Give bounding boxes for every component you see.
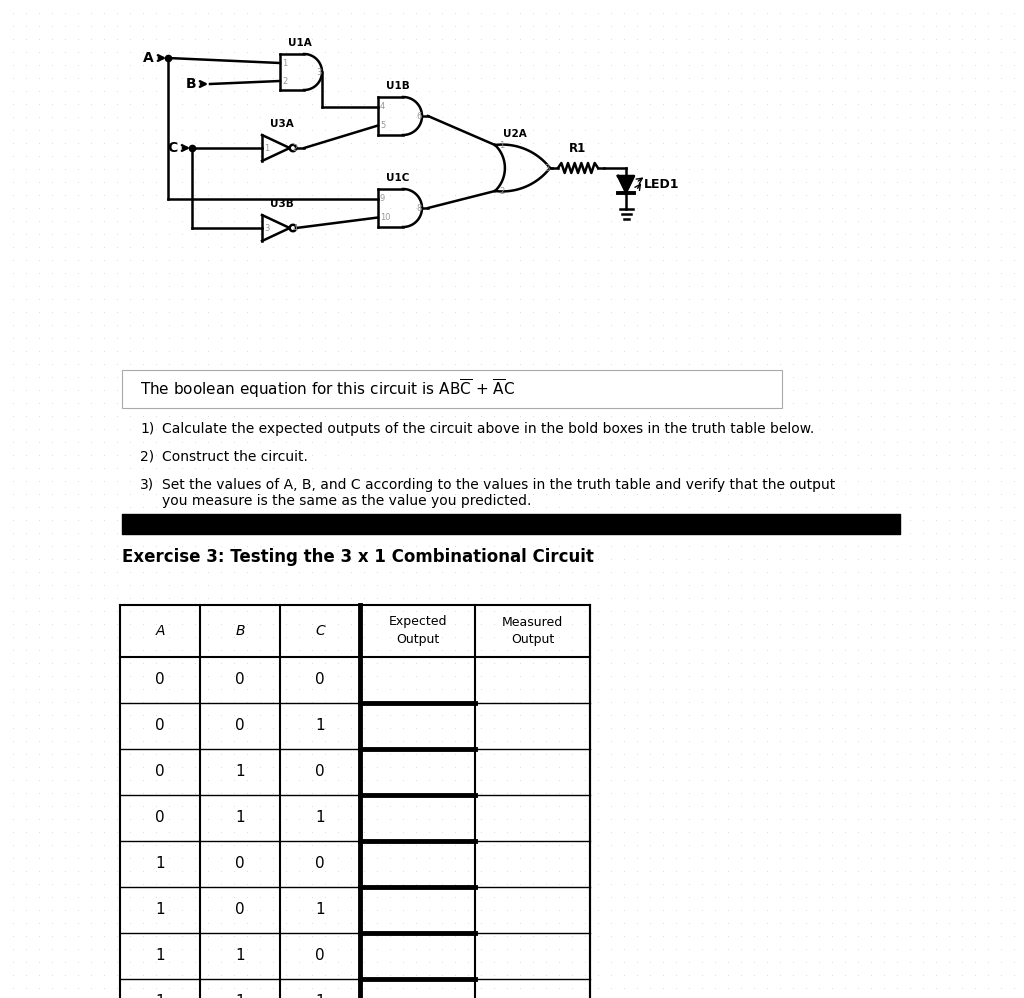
Text: 2): 2) [140, 450, 155, 464]
Text: 1: 1 [499, 141, 504, 150]
Text: 1: 1 [156, 902, 165, 917]
Text: R1: R1 [569, 142, 587, 155]
Text: 8: 8 [416, 204, 421, 213]
Text: 10: 10 [380, 213, 390, 222]
Text: 1: 1 [236, 994, 245, 998]
Text: 0: 0 [236, 719, 245, 734]
Text: A: A [143, 51, 154, 65]
Text: U3B: U3B [270, 199, 294, 209]
Text: 0: 0 [156, 764, 165, 779]
Text: you measure is the same as the value you predicted.: you measure is the same as the value you… [162, 494, 531, 508]
Text: Set the values of A, B, and C according to the values in the truth table and ver: Set the values of A, B, and C according … [162, 478, 836, 492]
Text: 0: 0 [156, 673, 165, 688]
Text: U1B: U1B [386, 81, 410, 91]
Text: B: B [185, 77, 196, 91]
Text: 1: 1 [282, 59, 288, 68]
Text: 0: 0 [236, 856, 245, 871]
Text: 1: 1 [236, 764, 245, 779]
Text: 1: 1 [264, 144, 269, 153]
Text: 0: 0 [315, 764, 325, 779]
Text: U1C: U1C [386, 173, 410, 183]
Text: 0: 0 [315, 856, 325, 871]
Text: 6: 6 [416, 112, 421, 121]
Text: Output: Output [511, 634, 554, 647]
Text: 2: 2 [282, 77, 288, 86]
Text: C: C [168, 141, 178, 155]
FancyBboxPatch shape [122, 370, 782, 408]
Text: 1: 1 [156, 994, 165, 998]
Text: Calculate the expected outputs of the circuit above in the bold boxes in the tru: Calculate the expected outputs of the ci… [162, 422, 814, 436]
Text: U1A: U1A [288, 38, 311, 48]
Text: 3): 3) [140, 478, 155, 492]
Text: 1: 1 [156, 948, 165, 963]
Text: U3A: U3A [270, 119, 294, 129]
Text: Exercise 3: Testing the 3 x 1 Combinational Circuit: Exercise 3: Testing the 3 x 1 Combinatio… [122, 548, 594, 566]
Text: 1: 1 [236, 948, 245, 963]
Text: 2: 2 [292, 144, 297, 153]
Text: 3: 3 [316, 68, 322, 77]
Text: 0: 0 [236, 902, 245, 917]
Text: Output: Output [396, 634, 439, 647]
Text: 4: 4 [380, 102, 385, 111]
Text: U2A: U2A [503, 129, 526, 139]
Text: LED1: LED1 [644, 178, 680, 191]
Polygon shape [290, 225, 296, 232]
Text: 0: 0 [156, 719, 165, 734]
Text: 0: 0 [156, 810, 165, 825]
Text: 1: 1 [315, 902, 325, 917]
Text: C: C [315, 624, 325, 638]
Text: 4: 4 [292, 224, 297, 233]
Text: 2: 2 [499, 187, 504, 196]
Text: 1: 1 [156, 856, 165, 871]
Text: The boolean equation for this circuit is AB$\overline{\rm C}$ + $\overline{\rm A: The boolean equation for this circuit is… [140, 377, 515, 400]
Text: 1: 1 [315, 719, 325, 734]
Text: 1): 1) [140, 422, 155, 436]
Text: Construct the circuit.: Construct the circuit. [162, 450, 308, 464]
Text: B: B [236, 624, 245, 638]
Text: Measured: Measured [502, 616, 563, 629]
Text: 5: 5 [380, 121, 385, 130]
Text: Expected: Expected [388, 616, 446, 629]
Text: 1: 1 [315, 810, 325, 825]
Text: 3: 3 [544, 164, 549, 173]
Text: 3: 3 [264, 224, 269, 233]
Polygon shape [618, 176, 634, 193]
Text: 1: 1 [315, 994, 325, 998]
Text: A: A [156, 624, 165, 638]
Text: 9: 9 [380, 194, 385, 203]
Text: 1: 1 [236, 810, 245, 825]
Text: 0: 0 [315, 673, 325, 688]
Text: 0: 0 [315, 948, 325, 963]
Polygon shape [290, 145, 296, 152]
Text: 0: 0 [236, 673, 245, 688]
